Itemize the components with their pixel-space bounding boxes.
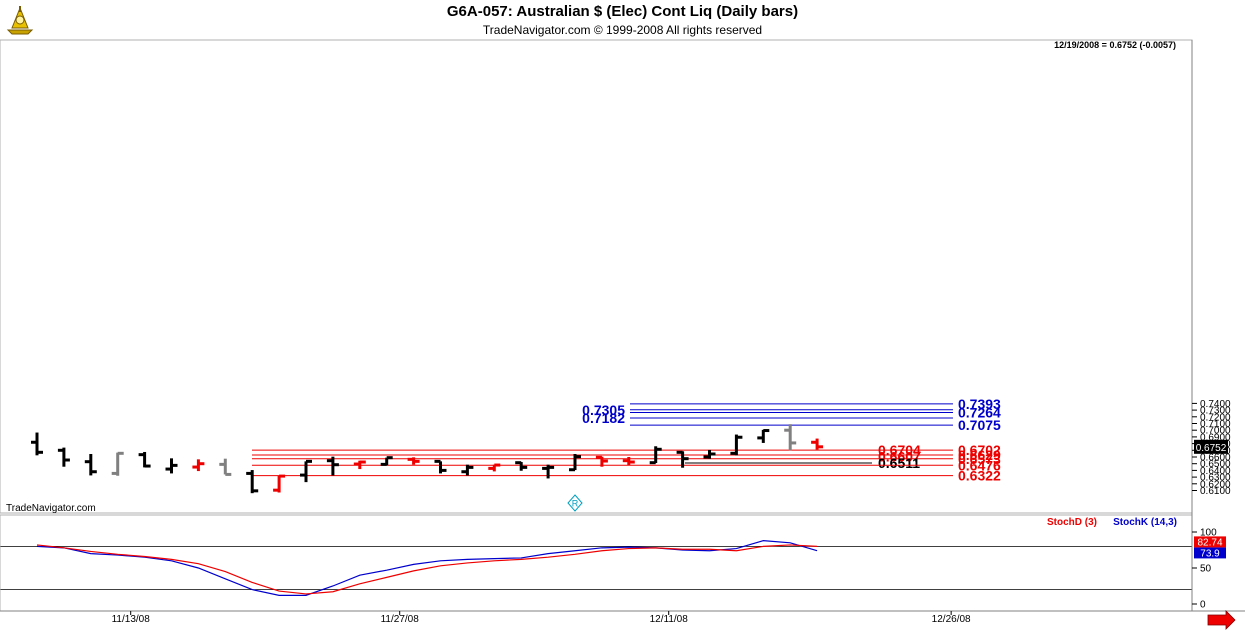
level-label: 0.6704 bbox=[878, 442, 921, 458]
level-label: 0.7393 bbox=[958, 396, 1001, 412]
r-marker-icon[interactable]: R bbox=[567, 494, 583, 512]
price-tick-label: 0.7200 bbox=[1200, 412, 1231, 423]
price-tick-label: 0.6400 bbox=[1200, 466, 1231, 477]
stochk-legend: StochK (14,3) bbox=[1113, 517, 1177, 528]
price-tick-label: 0.6600 bbox=[1200, 453, 1231, 464]
axes-layer: 0.74000.73000.72000.71000.70000.69000.68… bbox=[0, 39, 1245, 625]
watermark-text: TradeNavigator.com bbox=[6, 503, 96, 514]
stochd-value-box bbox=[1194, 536, 1226, 548]
level-label: 0.7182 bbox=[582, 410, 625, 426]
stochastic-tick-label: 100 bbox=[1200, 528, 1217, 539]
price-tick-label: 0.7300 bbox=[1200, 406, 1231, 417]
date-tick-label: 12/26/08 bbox=[932, 614, 971, 625]
scroll-right-arrow-icon[interactable] bbox=[1207, 610, 1236, 630]
level-label: 0.6573 bbox=[958, 451, 1001, 467]
price-panel: 0.7393 0.7305 0.7264 0.7182 0.7075 0.6702 0.67… bbox=[31, 396, 1001, 494]
price-tick-label: 0.7000 bbox=[1200, 426, 1231, 437]
price-tick-label: 0.7100 bbox=[1200, 419, 1231, 430]
stochk-value-box bbox=[1194, 547, 1226, 559]
stochk-value-label: 73.9 bbox=[1200, 548, 1220, 559]
level-label: 0.7264 bbox=[958, 405, 1001, 421]
price-tick-label: 0.6100 bbox=[1200, 486, 1231, 497]
price-tick-label: 0.7400 bbox=[1200, 399, 1231, 410]
last-price-info: 12/19/2008 = 0.6752 (-0.0057) bbox=[1054, 40, 1176, 50]
stochd-value-label: 82.74 bbox=[1197, 537, 1222, 548]
stochd-line bbox=[36, 544, 818, 595]
stochastic-tick-label: 0 bbox=[1200, 600, 1206, 611]
date-tick-label: 11/27/08 bbox=[381, 614, 420, 625]
price-tick-label: 0.6300 bbox=[1200, 473, 1231, 484]
stochd-legend: StochD (3) bbox=[1047, 517, 1097, 528]
level-label: 0.6511 bbox=[878, 455, 920, 471]
date-tick-label: 11/13/08 bbox=[112, 614, 151, 625]
level-label: 0.6476 bbox=[958, 457, 1001, 473]
sextant-logo-icon bbox=[6, 6, 34, 35]
stochk-line bbox=[36, 540, 818, 596]
price-tick-label: 0.6500 bbox=[1200, 459, 1231, 470]
chart-header: G6A-057: Australian $ (Elec) Cont Liq (D… bbox=[0, 0, 1245, 40]
current-price-box bbox=[1194, 439, 1228, 454]
level-label: 0.6607 bbox=[878, 449, 921, 465]
chart-subtitle: TradeNavigator.com © 1999-2008 All right… bbox=[482, 23, 763, 37]
level-label: 0.7075 bbox=[958, 417, 1001, 433]
level-label: 0.6629 bbox=[958, 447, 1001, 463]
price-tick-label: 0.6900 bbox=[1200, 432, 1231, 443]
level-label: 0.6702 bbox=[958, 442, 1001, 458]
chart-title: G6A-057: Australian $ (Elec) Cont Liq (D… bbox=[446, 3, 799, 20]
level-label: 0.7305 bbox=[582, 402, 625, 418]
svg-text:R: R bbox=[572, 499, 579, 509]
stochastic-panel bbox=[0, 540, 1192, 596]
stochastic-tick-label: 50 bbox=[1200, 564, 1212, 575]
price-tick-label: 0.6200 bbox=[1200, 479, 1231, 490]
level-label: 0.6322 bbox=[958, 468, 1001, 484]
date-tick-label: 12/11/08 bbox=[650, 614, 689, 625]
current-price-label: 0.6752 bbox=[1196, 443, 1227, 454]
